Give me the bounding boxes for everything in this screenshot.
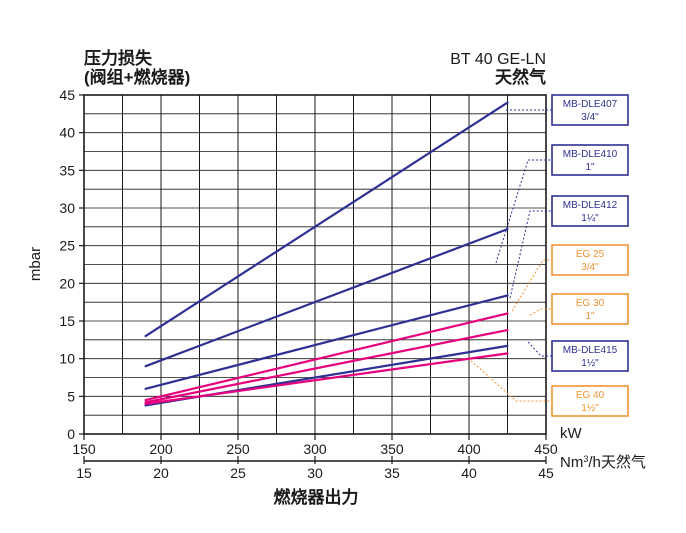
legend-label: MB-DLE407 [563,99,618,110]
chart-title-line2: (阀组+燃烧器) [84,67,190,87]
x-tick-label: 150 [72,441,96,457]
legend-label: MB-DLE415 [563,345,618,356]
legend-label: MB-DLE412 [563,200,618,211]
y-tick-labels: 0 5 10 15 20 25 30 35 40 45 [59,87,84,442]
legend-item: EG 25 3/4" [551,244,629,276]
legend-size: 1½" [581,358,599,369]
x-axes: 150 200 250 300 350 400 450 15 20 25 30 35 40 45 [72,434,558,481]
x2-tick-label: 35 [384,465,400,481]
x-tick-label: 250 [226,441,250,457]
x-axis-label: 燃烧器出力 [274,487,359,507]
fuel-type: 天然气 [495,67,546,87]
x2-tick-label: 25 [230,465,246,481]
x-tick-label: 350 [380,441,404,457]
x2-tick-label: 45 [538,465,554,481]
legend-leader [511,259,552,312]
legend-item: MB-DLE415 1½" [551,340,629,372]
x-unit-secondary: Nm3/h天然气 [560,454,646,471]
x-tick-label: 450 [534,441,558,457]
y-tick-label: 45 [59,87,75,103]
series-line [144,312,509,402]
series-line [144,227,509,368]
y-tick-label: 15 [59,313,75,329]
y-tick-label: 30 [59,200,75,216]
y-tick-label: 10 [59,351,75,367]
x2-tick-label: 15 [76,465,92,481]
legend-box [551,385,629,417]
series [144,101,509,407]
series-line [144,101,509,338]
y-tick-label: 20 [59,275,75,291]
y-tick-label: 0 [67,426,75,442]
legend-leader [529,308,552,316]
legend-box [551,293,629,325]
legend-size: 3/4" [581,112,599,123]
legend-box [551,94,629,126]
legend-size: 1" [585,162,595,173]
legend-leader [467,357,552,402]
legend-leader [527,341,552,357]
x-tick-label: 200 [149,441,173,457]
legend-leaders [467,109,552,402]
legend-label: EG 25 [576,249,605,260]
grid [84,95,546,434]
legend-leader [509,210,552,299]
legend-box [551,340,629,372]
legend-item: MB-DLE410 1" [551,144,629,176]
legend-leader [495,159,552,264]
legend-size: 1¼" [581,212,599,224]
y-axis-label: mbar [27,247,44,281]
x-unit-primary: kW [560,425,583,442]
legend-size: 1" [585,311,595,322]
x-tick-label: 300 [303,441,327,457]
legend-box [551,244,629,276]
legend-item: EG 40 1½" [551,385,629,417]
legend-label: EG 40 [576,390,605,401]
series-line [144,328,509,404]
legend-label: MB-DLE410 [563,149,618,160]
legend-box [551,195,629,227]
legend-item: MB-DLE407 3/4" [551,94,629,126]
series-line [144,294,509,390]
x2-tick-label: 20 [153,465,169,481]
y-tick-label: 35 [59,162,75,178]
legend-size: 1½" [581,403,599,414]
x2-tick-label: 40 [461,465,477,481]
chart-title-line1: 压力损失 [84,48,153,68]
x-tick-label: 400 [457,441,481,457]
model-name: BT 40 GE-LN [450,51,546,68]
x2-tick-label: 30 [307,465,323,481]
legend-size: 3/4" [581,262,599,273]
legend-item: EG 30 1" [551,293,629,325]
y-tick-label: 5 [67,388,75,404]
y-tick-label: 25 [59,238,75,254]
legend-box [551,144,629,176]
y-tick-label: 40 [59,125,75,141]
series-line [144,352,509,405]
legend-label: EG 30 [576,298,605,309]
